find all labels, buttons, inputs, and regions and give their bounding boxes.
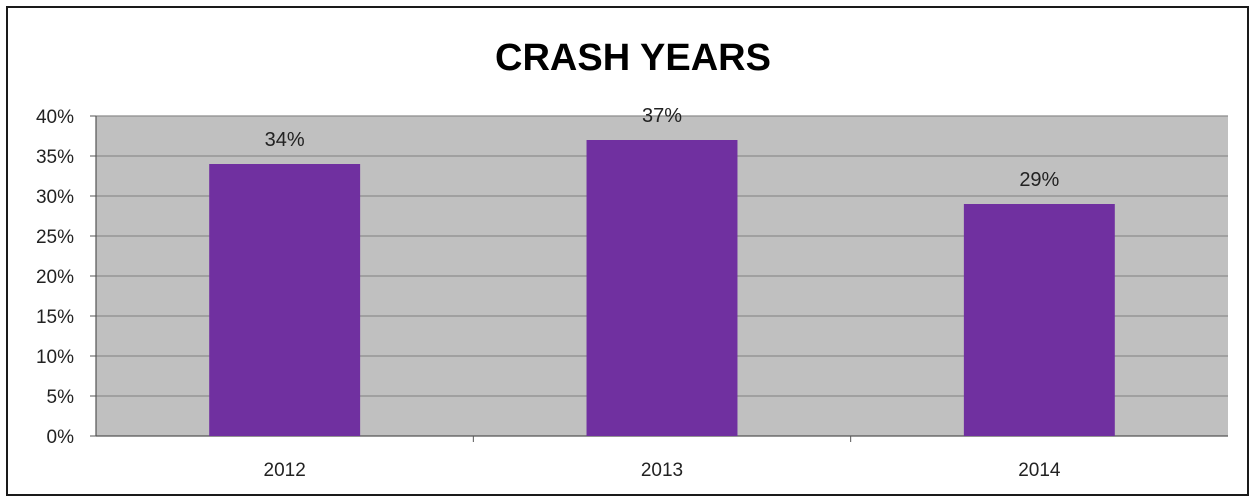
y-tick-label: 10% [36, 347, 74, 368]
data-label-2012: 34% [265, 129, 305, 151]
chart-title: CRASH YEARS [495, 37, 771, 79]
plot-area: 0% 5% 10% 15% 20% 25% 30% 35% 40% 34% 2012 37% 2013 2… [36, 105, 1228, 481]
y-tick-label: 40% [36, 107, 74, 128]
y-tick-label: 35% [36, 147, 74, 168]
data-label-2014: 29% [1019, 169, 1059, 191]
bar-2012 [209, 164, 361, 436]
bar-2013 [586, 140, 738, 436]
y-tick-label: 30% [36, 187, 74, 208]
x-tick-label-2012: 2012 [264, 460, 306, 481]
y-tick-label: 20% [36, 267, 74, 288]
y-tick-label: 0% [47, 427, 75, 448]
bar-2014 [963, 204, 1115, 436]
x-tick-label-2013: 2013 [641, 460, 683, 481]
data-label-2013: 37% [642, 105, 682, 127]
y-tick-label: 15% [36, 307, 74, 328]
y-tick-label: 25% [36, 227, 74, 248]
x-tick-label-2014: 2014 [1018, 460, 1061, 481]
y-tick-label: 5% [47, 387, 75, 408]
